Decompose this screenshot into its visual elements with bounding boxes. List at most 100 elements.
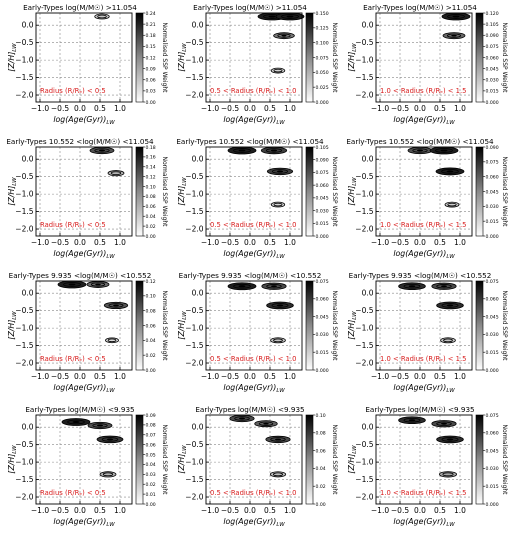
ssp-blob xyxy=(440,337,456,344)
grid xyxy=(206,415,302,504)
colorbar-tick-label: 0.14 xyxy=(146,165,156,171)
colorbar-tick-label: 0.045 xyxy=(486,66,499,72)
x-tick-label: −1.0 xyxy=(371,104,389,113)
plot-frame xyxy=(205,414,303,505)
grid xyxy=(206,13,302,102)
x-tick-label: 0.5 xyxy=(94,104,106,113)
colorbar-tick-label: 0.10 xyxy=(146,294,156,300)
ssp-blob xyxy=(270,67,286,74)
x-tick-label: −0.5 xyxy=(51,506,69,515)
panel-2-3: Early-Types 10.552 <log(M/M☉) <11.054 −1.… xyxy=(346,137,508,260)
x-tick-label: −1.0 xyxy=(201,372,219,381)
ssp-blob xyxy=(275,12,305,21)
y-tick-label: −1.5 xyxy=(15,73,33,82)
y-axis-label: [Z/H]LW xyxy=(7,445,18,474)
blob-contour xyxy=(107,338,117,343)
blob-core xyxy=(113,304,119,307)
colorbar-tick-label: 0.045 xyxy=(316,314,329,320)
colorbar-tick-label: 0.04 xyxy=(316,466,326,472)
y-tick-label: −2.0 xyxy=(185,493,203,502)
ssp-blob xyxy=(431,282,457,290)
x-tick-label: 0.5 xyxy=(94,506,106,515)
panel-4-1: Early-Types log(M/M☉) <9.935−1.0 −0.5 0.0 0… xyxy=(7,405,168,528)
colorbar-tick-label: 0.000 xyxy=(316,100,329,106)
ssp-blob xyxy=(96,435,124,444)
y-tick-label: −2.0 xyxy=(355,359,373,368)
colorbar-tick-label: 0.150 xyxy=(316,11,329,17)
colorbar-tick-label: 0.105 xyxy=(316,145,329,151)
panel-title: Early-Types 9.935 <log(M/M☉) <10.552 xyxy=(349,271,492,280)
blob-contour xyxy=(258,421,274,426)
y-tick-label: −2.0 xyxy=(355,225,373,234)
plot-frame xyxy=(375,146,473,237)
ssp-blob xyxy=(270,337,286,344)
blob-contour xyxy=(441,303,459,308)
x-tick-label: 1.0 xyxy=(454,238,466,247)
panel-title: Early-Types log(M/M☉) <9.935 xyxy=(25,405,134,414)
blob-contour xyxy=(233,283,251,289)
y-tick-label: −2.0 xyxy=(15,359,33,368)
colorbar-tick-label: 0.24 xyxy=(146,11,156,17)
blob-core xyxy=(274,438,282,441)
y-axis-label: [Z/H]LW xyxy=(177,311,188,340)
x-tick-label: −0.5 xyxy=(221,104,239,113)
panel-title: Early-Types 10.552 <log(M/M☉) <11.054 xyxy=(346,137,494,146)
x-tick-label: 0.5 xyxy=(434,238,446,247)
y-tick-label: −0.5 xyxy=(15,172,33,181)
y-axis-label: [Z/H]LW xyxy=(177,445,188,474)
colorbar-label: Normalised SSP Weight xyxy=(331,291,338,362)
blob-contour xyxy=(108,303,124,308)
plot-frame xyxy=(35,414,133,505)
x-tick-label: −0.5 xyxy=(221,238,239,247)
colorbar-tick-label: 0.030 xyxy=(316,208,329,214)
blob-contour xyxy=(92,423,108,428)
blob-core xyxy=(452,15,460,18)
x-tick-label: −1.0 xyxy=(371,372,389,381)
plot-frame xyxy=(205,146,303,237)
x-tick-label: 0.5 xyxy=(264,238,276,247)
colorbar-tick-label: 0.075 xyxy=(486,279,499,285)
blob-contour xyxy=(435,148,453,153)
colorbar-tick-label: 0.03 xyxy=(146,89,156,95)
y-tick-label: −0.5 xyxy=(355,306,373,315)
blob-contour xyxy=(110,171,122,176)
colorbar xyxy=(475,146,484,237)
x-tick-label: −0.5 xyxy=(51,238,69,247)
colorbar xyxy=(305,414,314,505)
x-tick-label: 0.5 xyxy=(94,238,106,247)
y-tick-label: −1.0 xyxy=(355,190,373,199)
blob-contour xyxy=(273,68,283,73)
y-axis-label: [Z/H]LW xyxy=(347,311,358,340)
x-tick-label: 0.0 xyxy=(74,506,86,515)
x-tick-label: 1.0 xyxy=(454,104,466,113)
x-axis-label: log(Age(Gyr))LW xyxy=(393,249,455,260)
ssp-blob xyxy=(436,301,464,310)
radius-label: Radius (R/Rₑ) < 0.5 xyxy=(40,355,106,363)
ssp-blob xyxy=(99,471,117,478)
plot-area xyxy=(206,13,302,102)
x-tick-label: 0.5 xyxy=(434,506,446,515)
y-tick-label: −0.5 xyxy=(185,38,203,47)
x-axis-label: log(Age(Gyr))LW xyxy=(393,383,455,394)
y-tick-label: −1.0 xyxy=(15,190,33,199)
ssp-blob xyxy=(270,201,286,208)
y-tick-label: −0.5 xyxy=(185,172,203,181)
colorbar-tick-label: 0.06 xyxy=(146,204,156,210)
panel-1-1: Early-Types log(M/M☉) >11.054−1.0 −0.5 0.0… xyxy=(7,3,168,126)
panel-title: Early-Types log(M/M☉) >11.054 xyxy=(193,3,307,12)
colorbar-tick-label: 0.105 xyxy=(486,22,499,28)
colorbar-tick-label: 0.030 xyxy=(486,78,499,84)
x-tick-label: −1.0 xyxy=(31,104,49,113)
x-tick-label: 0.0 xyxy=(244,104,256,113)
colorbar-tick-label: 0.000 xyxy=(316,234,329,240)
radius-label: Radius (R/Rₑ) < 0.5 xyxy=(40,87,106,95)
colorbar-tick-label: 0.015 xyxy=(486,89,499,95)
colorbar xyxy=(305,280,314,371)
ssp-blob xyxy=(227,282,257,291)
colorbar-label: Normalised SSP Weight xyxy=(331,23,338,94)
ssp-blob xyxy=(87,421,113,430)
colorbar-tick-label: 0.08 xyxy=(316,431,326,437)
x-tick-label: 0.0 xyxy=(414,372,426,381)
colorbar-tick-label: 0.16 xyxy=(146,155,156,161)
ssp-blob xyxy=(229,414,255,423)
